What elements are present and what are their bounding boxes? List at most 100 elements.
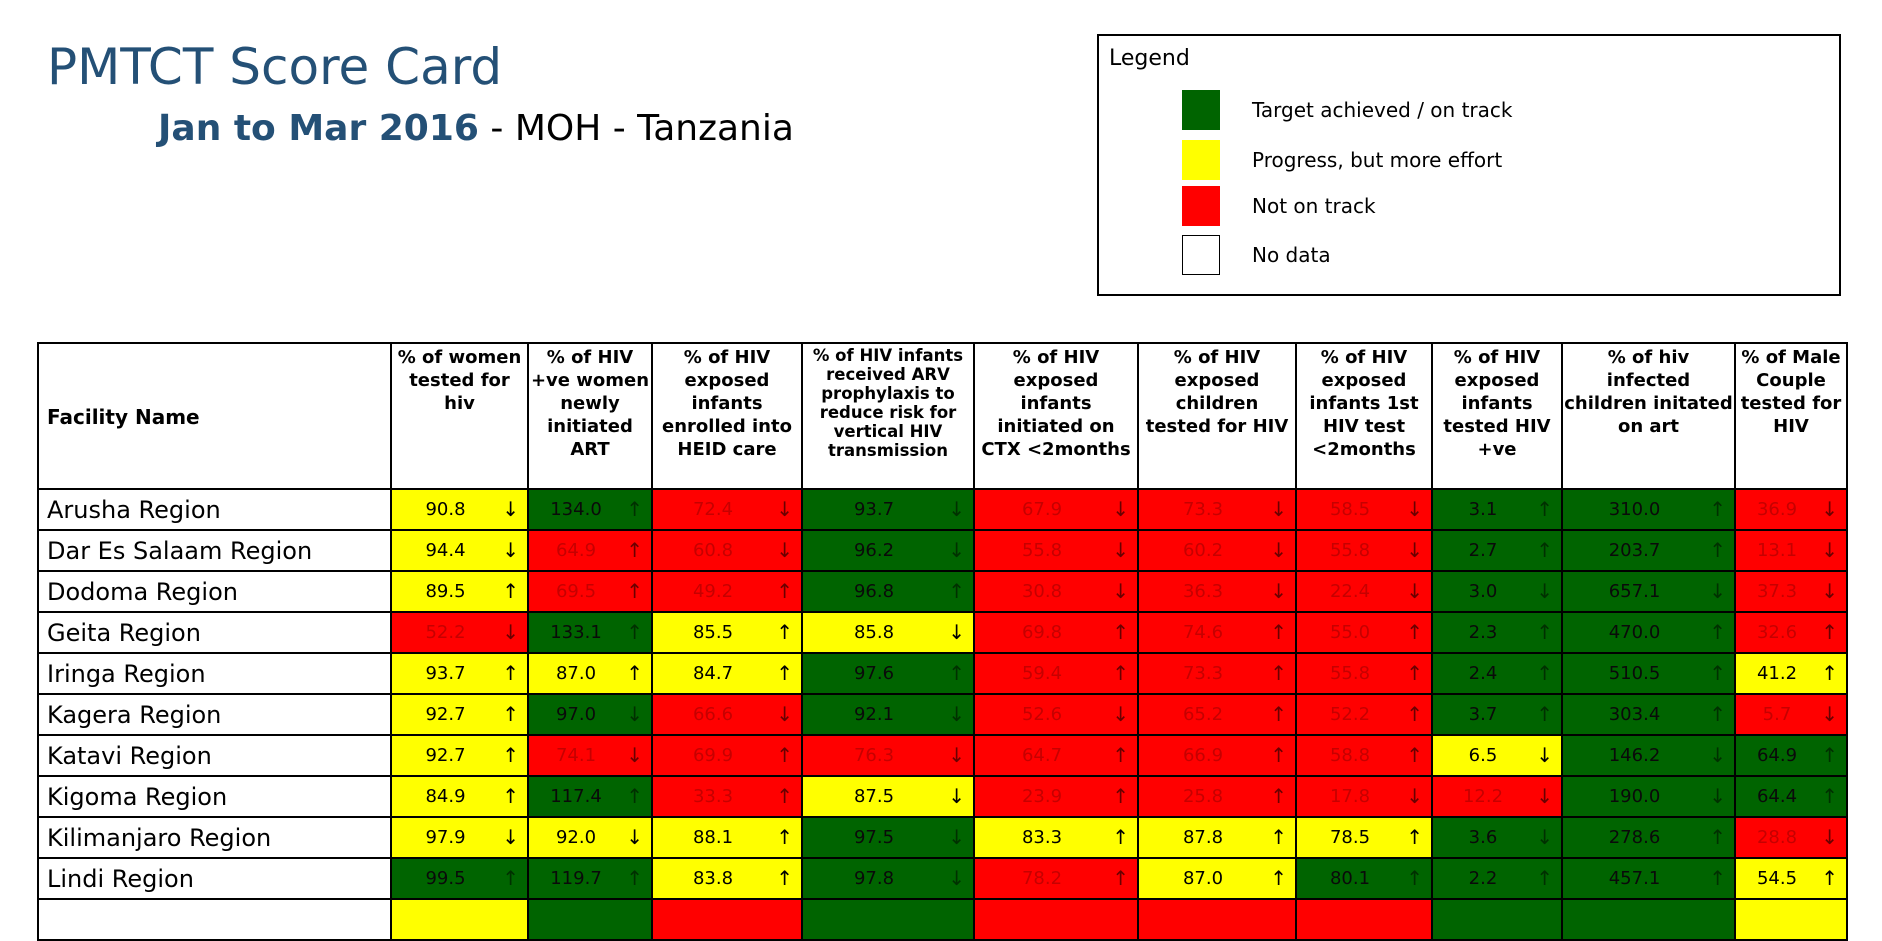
score-cell: 2.4 ↑ — [1431, 652, 1563, 695]
score-cell: 54.5 ↑ — [1734, 857, 1848, 900]
legend-swatch-green — [1182, 90, 1220, 130]
table-row[interactable]: Dar Es Salaam Region 94.4 ↓ 64.9 ↑ 60.8 ↓ 96.2 ↓… — [37, 529, 1848, 572]
trend-down-arrow-icon: ↓ — [948, 866, 965, 890]
table-row[interactable]: Kagera Region 92.7 ↑ 97.0 ↓ 66.6 ↓ 92.1 ↓ 52.6 ↓ 65… — [37, 693, 1848, 736]
score-value: 303.4 — [1608, 704, 1661, 725]
score-value: 74.6 — [1182, 622, 1224, 643]
trend-down-arrow-icon: ↓ — [1112, 702, 1129, 726]
score-cell: 30.8 ↓ — [973, 570, 1139, 613]
table-row[interactable]: Kilimanjaro Region 97.9 ↓ 92.0 ↓ 88.1 ↑ 97.5 ↓ 83… — [37, 816, 1848, 859]
trend-up-arrow-icon: ↑ — [502, 743, 519, 767]
score-cell: 510.5 ↑ — [1561, 652, 1736, 695]
table-row[interactable]: Arusha Region 90.8 ↓ 134.0 ↑ 72.4 ↓ 93.7 ↓ 67.9 ↓ 7… — [37, 488, 1848, 531]
score-value: 58.8 — [1329, 745, 1371, 766]
score-cell: 74.1 ↓ — [527, 734, 653, 777]
score-value: 97.6 — [853, 663, 895, 684]
column-header[interactable]: % of hiv infected children initated on a… — [1561, 342, 1736, 490]
score-cell: 69.5 ↑ — [527, 570, 653, 613]
score-value: 78.2 — [1021, 868, 1063, 889]
score-cell: 59.4 ↑ — [973, 652, 1139, 695]
column-header[interactable]: % of Male Couple tested for HIV — [1734, 342, 1848, 490]
trend-up-arrow-icon: ↑ — [1270, 743, 1287, 767]
table-row[interactable]: Iringa Region 93.7 ↑ 87.0 ↑ 84.7 ↑ 97.6 ↑ 59.4 ↑ 73… — [37, 652, 1848, 695]
column-header[interactable]: % of HIV +ve women newly initiated ART — [527, 342, 653, 490]
score-value: 457.1 — [1608, 868, 1661, 889]
trend-up-arrow-icon: ↑ — [1112, 866, 1129, 890]
score-value: 60.8 — [692, 540, 734, 561]
score-cell — [651, 898, 803, 941]
score-value: 96.2 — [853, 540, 895, 561]
trend-down-arrow-icon: ↓ — [776, 538, 793, 562]
trend-down-arrow-icon: ↓ — [1270, 579, 1287, 603]
score-cell: 73.3 ↓ — [1137, 488, 1297, 531]
score-cell: 78.5 ↑ — [1295, 816, 1433, 859]
score-value: 22.4 — [1329, 581, 1371, 602]
score-value: 32.6 — [1756, 622, 1798, 643]
table-row[interactable]: Kigoma Region 84.9 ↑ 117.4 ↑ 33.3 ↑ 87.5 ↓ 23.9 ↑ 2… — [37, 775, 1848, 818]
column-header[interactable]: % of HIV infants received ARV prophylaxi… — [801, 342, 975, 490]
score-cell: 64.7 ↑ — [973, 734, 1139, 777]
trend-up-arrow-icon: ↑ — [502, 579, 519, 603]
trend-down-arrow-icon: ↓ — [1112, 538, 1129, 562]
score-cell: 93.7 ↑ — [390, 652, 529, 695]
score-cell: 58.5 ↓ — [1295, 488, 1433, 531]
score-value: 92.7 — [425, 704, 466, 725]
score-cell: 41.2 ↑ — [1734, 652, 1848, 695]
score-value: 64.9 — [1756, 745, 1798, 766]
trend-up-arrow-icon: ↑ — [776, 620, 793, 644]
page-subtitle: Jan to Mar 2016 - MOH - Tanzania — [158, 108, 794, 149]
legend-panel: Legend Target achieved / on track Progre… — [1097, 34, 1841, 296]
score-value: 3.1 — [1468, 499, 1498, 520]
trend-up-arrow-icon: ↑ — [1406, 702, 1423, 726]
score-cell: 96.2 ↓ — [801, 529, 975, 572]
score-cell: 203.7 ↑ — [1561, 529, 1736, 572]
score-cell: 6.5 ↓ — [1431, 734, 1563, 777]
table-row[interactable]: Geita Region 52.2 ↓ 133.1 ↑ 85.5 ↑ 85.8 ↓ 69.8 ↑ 74… — [37, 611, 1848, 654]
score-cell: 83.3 ↑ — [973, 816, 1139, 859]
column-header[interactable]: % of HIV exposed children tested for HIV — [1137, 342, 1297, 490]
score-value: 92.7 — [425, 745, 466, 766]
score-value: 60.2 — [1182, 540, 1224, 561]
column-header-facility-name[interactable]: Facility Name — [37, 342, 392, 490]
score-cell: 87.5 ↓ — [801, 775, 975, 818]
score-cell: 60.2 ↓ — [1137, 529, 1297, 572]
trend-down-arrow-icon: ↓ — [948, 825, 965, 849]
score-cell: 52.2 ↓ — [390, 611, 529, 654]
table-row[interactable]: Lindi Region 99.5 ↑ 119.7 ↑ 83.8 ↑ 97.8 ↓ 78.2 ↑ 87… — [37, 857, 1848, 900]
trend-up-arrow-icon: ↑ — [1270, 825, 1287, 849]
score-cell: 17.8 ↓ — [1295, 775, 1433, 818]
column-header[interactable]: % of HIV exposed infants tested HIV +ve — [1431, 342, 1563, 490]
score-value: 97.8 — [853, 868, 895, 889]
trend-up-arrow-icon: ↑ — [1270, 784, 1287, 808]
score-cell: 310.0 ↑ — [1561, 488, 1736, 531]
score-cell: 60.8 ↓ — [651, 529, 803, 572]
score-cell: 90.8 ↓ — [390, 488, 529, 531]
column-header[interactable]: % of HIV exposed infants initiated on CT… — [973, 342, 1139, 490]
trend-down-arrow-icon: ↓ — [502, 825, 519, 849]
report-period: Jan to Mar 2016 — [158, 108, 479, 149]
table-row[interactable]: Dodoma Region 89.5 ↑ 69.5 ↑ 49.2 ↑ 96.8 ↑ 30.8 ↓ 36… — [37, 570, 1848, 613]
score-value: 88.1 — [692, 827, 734, 848]
score-value: 134.0 — [550, 499, 602, 520]
score-cell: 64.9 ↑ — [527, 529, 653, 572]
report-scope: - MOH - Tanzania — [478, 108, 794, 149]
score-value: 83.3 — [1021, 827, 1063, 848]
score-cell — [527, 898, 653, 941]
trend-up-arrow-icon: ↑ — [948, 579, 965, 603]
score-cell: 99.5 ↑ — [390, 857, 529, 900]
column-header[interactable]: % of HIV exposed infants enrolled into H… — [651, 342, 803, 490]
score-cell: 119.7 ↑ — [527, 857, 653, 900]
score-cell: 66.6 ↓ — [651, 693, 803, 736]
score-cell — [1734, 898, 1848, 941]
trend-down-arrow-icon: ↓ — [776, 497, 793, 521]
table-row[interactable] — [37, 898, 1848, 941]
column-header[interactable]: % of women tested for hiv — [390, 342, 529, 490]
trend-up-arrow-icon: ↑ — [1536, 866, 1553, 890]
score-value: 55.8 — [1329, 540, 1371, 561]
table-row[interactable]: Katavi Region 92.7 ↑ 74.1 ↓ 69.9 ↑ 76.3 ↓ 64.7 ↑ 66… — [37, 734, 1848, 777]
trend-up-arrow-icon: ↑ — [1709, 661, 1726, 685]
trend-up-arrow-icon: ↑ — [776, 784, 793, 808]
column-header[interactable]: % of HIV exposed infants 1st HIV test <2… — [1295, 342, 1433, 490]
score-cell: 117.4 ↑ — [527, 775, 653, 818]
score-cell: 85.5 ↑ — [651, 611, 803, 654]
